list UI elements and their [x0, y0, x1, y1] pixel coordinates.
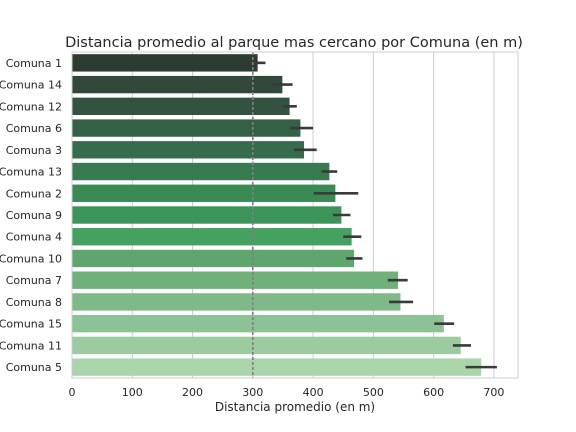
- x-tick-label: 400: [303, 386, 324, 399]
- bar: [72, 271, 399, 289]
- y-tick-label: Comuna 10: [0, 252, 62, 265]
- x-tick-label: 700: [483, 386, 504, 399]
- x-tick-label: 600: [423, 386, 444, 399]
- y-tick-label: Comuna 8: [6, 296, 62, 309]
- chart-title: Distancia promedio al parque mas cercano…: [65, 35, 523, 51]
- y-tick-label: Comuna 6: [6, 122, 62, 135]
- error-bars: [250, 61, 497, 369]
- bar: [72, 314, 444, 333]
- y-tick-label: Comuna 13: [0, 166, 62, 179]
- bars: [72, 54, 482, 376]
- bar: [72, 293, 401, 311]
- bar: [72, 75, 283, 94]
- y-tick-label: Comuna 5: [6, 361, 62, 374]
- bar: [72, 54, 258, 72]
- bar: [72, 97, 290, 116]
- y-tick-label: Comuna 7: [6, 274, 62, 287]
- bar: [72, 141, 305, 159]
- bar: [72, 358, 482, 376]
- x-tick-labels: 0 100 200 300 400 500 600 700: [69, 386, 505, 399]
- bar: [72, 206, 342, 224]
- bar: [72, 162, 330, 181]
- bar: [72, 249, 355, 268]
- bar: [72, 228, 352, 246]
- y-tick-label: Comuna 2: [6, 187, 62, 200]
- x-tick-label: 0: [69, 386, 76, 399]
- bar: [72, 184, 336, 202]
- y-tick-label: Comuna 11: [0, 339, 62, 352]
- y-tick-label: Comuna 4: [6, 231, 62, 244]
- bar: [72, 336, 461, 355]
- x-tick-label: 300: [242, 386, 263, 399]
- y-tick-label: Comuna 3: [6, 144, 62, 157]
- plot-frame: [71, 51, 519, 379]
- x-tick-label: 200: [182, 386, 203, 399]
- x-tick-label: 100: [122, 386, 143, 399]
- x-axis-label: Distancia promedio (en m): [215, 400, 375, 414]
- y-tick-label: Comuna 15: [0, 318, 62, 331]
- x-tick-label: 500: [363, 386, 384, 399]
- y-tick-label: Comuna 1: [6, 57, 62, 70]
- bar: [72, 119, 301, 137]
- y-tick-label: Comuna 12: [0, 100, 62, 113]
- y-tick-label: Comuna 14: [0, 79, 62, 92]
- y-tick-labels: Comuna 1 Comuna 14 Comuna 12 Comuna 6 Comuna…: [0, 57, 62, 374]
- y-tick-label: Comuna 9: [6, 209, 62, 222]
